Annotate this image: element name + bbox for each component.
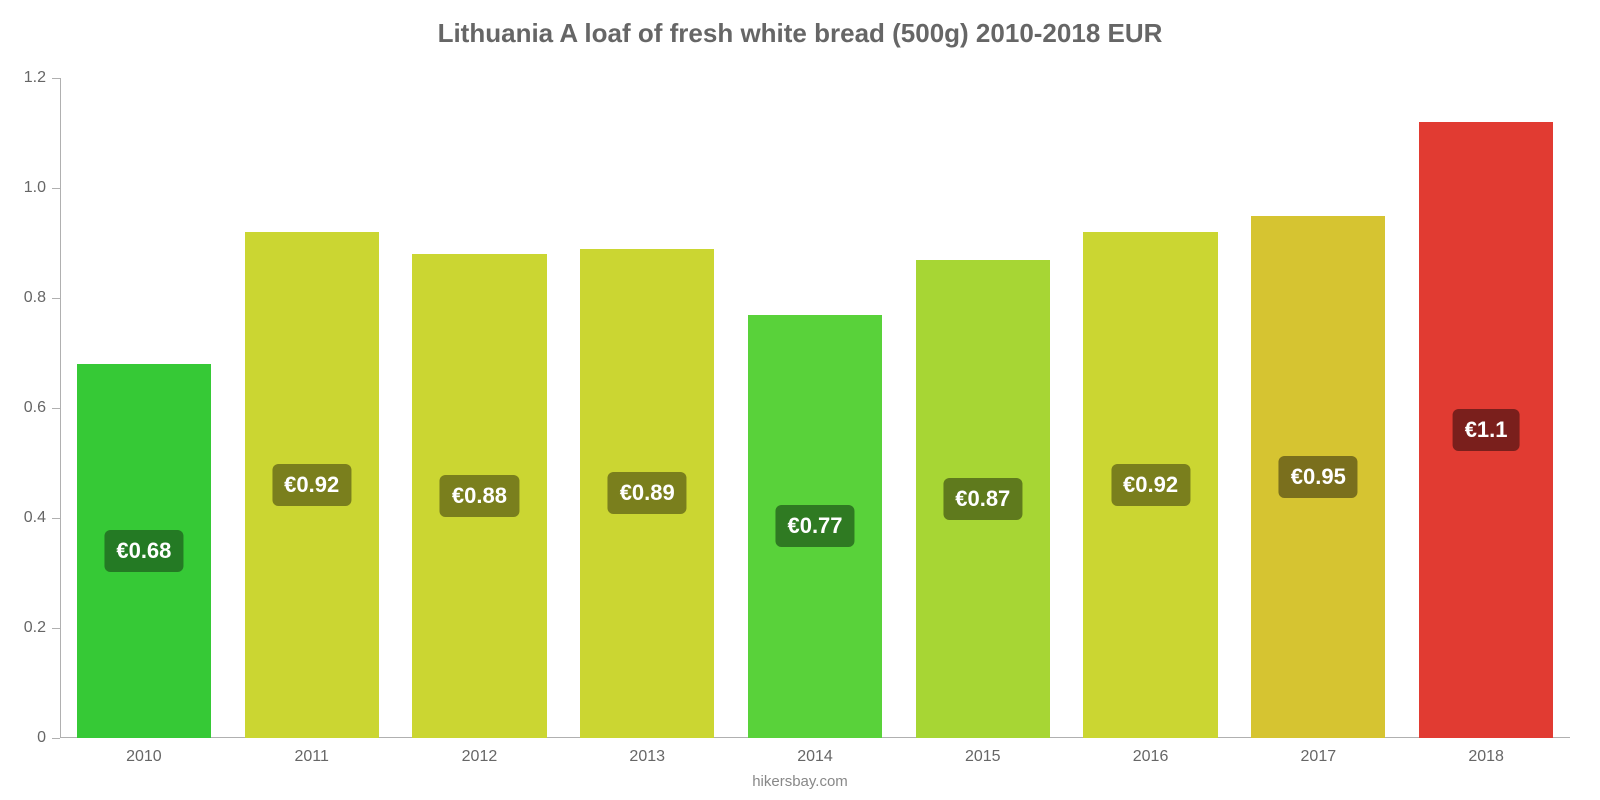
chart-container: Lithuania A loaf of fresh white bread (5… bbox=[0, 0, 1600, 800]
y-tick bbox=[52, 298, 60, 299]
value-badge: €0.68 bbox=[104, 530, 183, 572]
y-tick bbox=[52, 628, 60, 629]
y-tick bbox=[52, 738, 60, 739]
x-tick-label: 2010 bbox=[126, 748, 162, 766]
x-tick-label: 2012 bbox=[462, 748, 498, 766]
x-tick-label: 2015 bbox=[965, 748, 1001, 766]
y-tick-label: 0 bbox=[37, 729, 46, 747]
y-tick-label: 1.0 bbox=[24, 179, 46, 197]
x-tick-label: 2011 bbox=[294, 748, 328, 766]
value-badge: €0.95 bbox=[1279, 456, 1358, 498]
y-tick bbox=[52, 408, 60, 409]
value-badge: €0.92 bbox=[272, 464, 351, 506]
value-badge: €0.88 bbox=[440, 475, 519, 517]
x-tick-label: 2016 bbox=[1133, 748, 1169, 766]
credit-text: hikersbay.com bbox=[0, 773, 1600, 790]
y-tick bbox=[52, 78, 60, 79]
x-tick-label: 2017 bbox=[1301, 748, 1337, 766]
value-badge: €0.92 bbox=[1111, 464, 1190, 506]
value-badge: €1.1 bbox=[1453, 409, 1520, 451]
y-tick bbox=[52, 518, 60, 519]
value-badge: €0.89 bbox=[608, 472, 687, 514]
y-tick-label: 0.2 bbox=[24, 619, 46, 637]
x-tick-label: 2013 bbox=[629, 748, 665, 766]
y-tick-label: 0.4 bbox=[24, 509, 46, 527]
x-tick-label: 2014 bbox=[797, 748, 833, 766]
value-badge: €0.77 bbox=[775, 505, 854, 547]
chart-title: Lithuania A loaf of fresh white bread (5… bbox=[0, 18, 1600, 49]
value-badge: €0.87 bbox=[943, 478, 1022, 520]
y-tick bbox=[52, 188, 60, 189]
y-tick-label: 1.2 bbox=[24, 69, 46, 87]
y-tick-label: 0.6 bbox=[24, 399, 46, 417]
y-axis-line bbox=[60, 78, 61, 738]
y-tick-label: 0.8 bbox=[24, 289, 46, 307]
x-tick-label: 2018 bbox=[1468, 748, 1504, 766]
plot-area: 00.20.40.60.81.01.22010€0.682011€0.92201… bbox=[60, 78, 1570, 738]
